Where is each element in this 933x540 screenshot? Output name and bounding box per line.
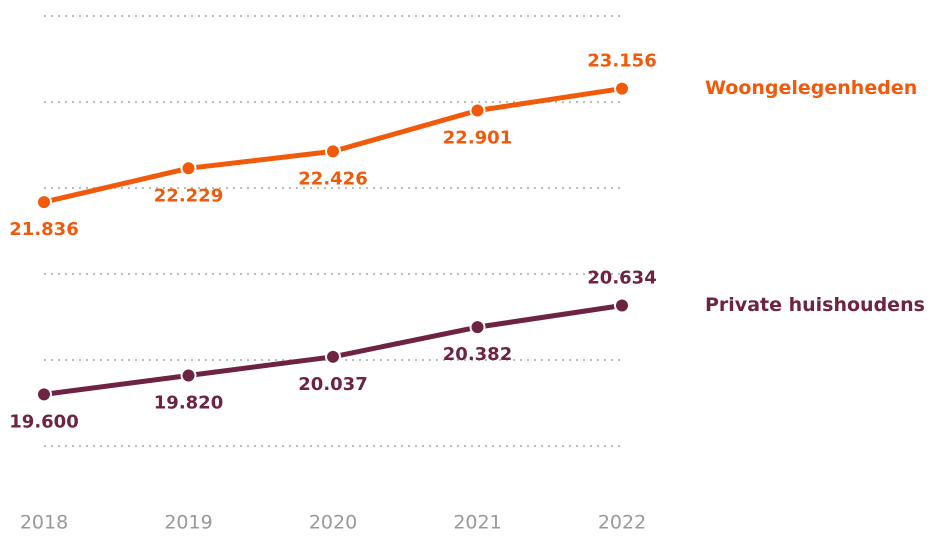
value-label: 20.634 (587, 267, 656, 288)
value-label: 19.600 (9, 411, 78, 432)
value-label: 22.426 (298, 168, 367, 189)
value-label: 20.382 (443, 344, 512, 365)
point (614, 80, 630, 97)
x-tick-label: 2018 (20, 512, 68, 534)
point (36, 194, 52, 211)
point (36, 386, 52, 403)
point (614, 297, 630, 314)
point (325, 143, 341, 160)
value-label: 23.156 (587, 51, 656, 72)
point (469, 102, 486, 119)
point (469, 319, 486, 336)
x-tick-label: 2019 (164, 512, 212, 534)
x-tick-label: 2021 (453, 512, 501, 534)
value-label: 22.229 (154, 185, 223, 206)
value-label: 21.836 (9, 219, 78, 240)
x-tick-label: 2022 (598, 512, 646, 534)
series-label: Woongelegenheden (705, 77, 917, 99)
point (180, 367, 197, 384)
x-tick-label: 2020 (309, 512, 357, 534)
point (325, 348, 341, 365)
value-label: 19.820 (154, 392, 223, 413)
value-label: 20.037 (298, 374, 367, 395)
series-label: Private huishoudens (705, 294, 925, 316)
point (180, 160, 197, 177)
value-label: 22.901 (443, 128, 512, 149)
